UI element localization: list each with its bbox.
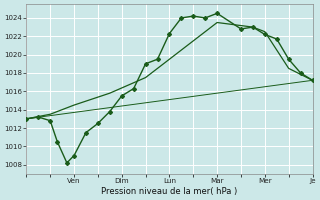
X-axis label: Pression niveau de la mer( hPa ): Pression niveau de la mer( hPa ) xyxy=(101,187,237,196)
